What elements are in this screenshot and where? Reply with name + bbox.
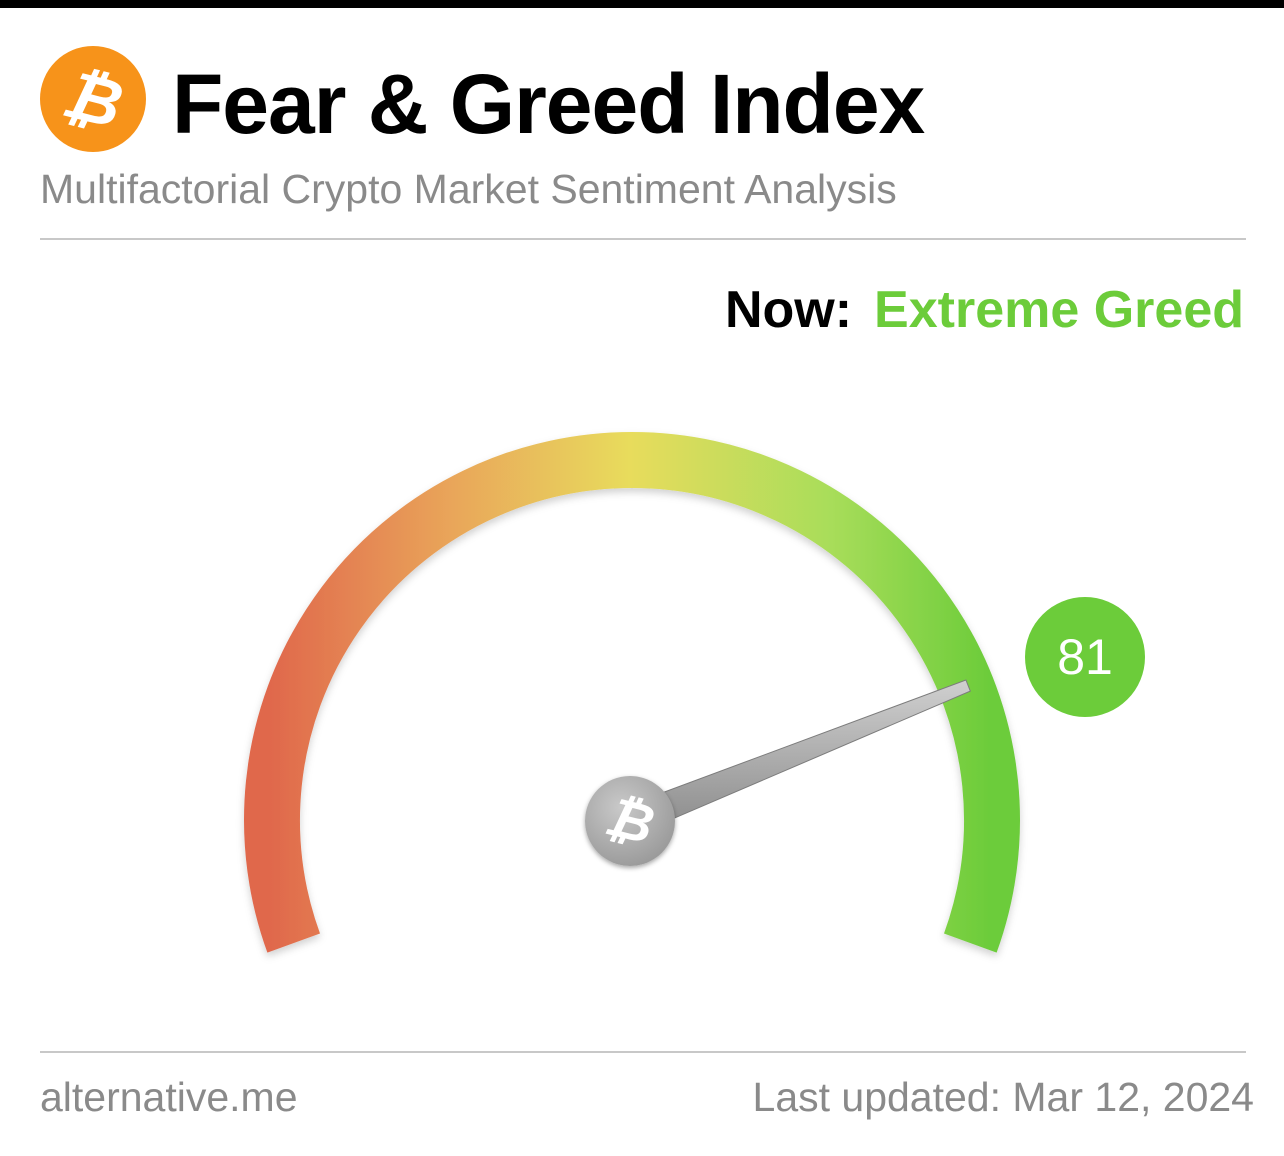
needle-hub-bitcoin-icon: ₿ (585, 776, 675, 866)
last-updated: Last updated: Mar 12, 2024 (752, 1074, 1254, 1120)
current-status: Now: Extreme Greed (725, 280, 1244, 340)
source-link[interactable]: alternative.me (40, 1074, 298, 1120)
page-title: Fear & Greed Index (172, 57, 925, 151)
now-label: Now: (724, 281, 853, 339)
header-divider (40, 238, 1246, 240)
top-bar (0, 0, 1284, 8)
gauge-needle (625, 679, 971, 835)
gauge-arc (244, 432, 1020, 953)
footer-divider (40, 1051, 1246, 1053)
index-value-badge: 81 (1025, 597, 1145, 717)
page-subtitle: Multifactorial Crypto Market Sentiment A… (40, 166, 897, 212)
bitcoin-logo-icon: ₿ (40, 46, 146, 152)
classification-label: Extreme Greed (874, 281, 1244, 339)
